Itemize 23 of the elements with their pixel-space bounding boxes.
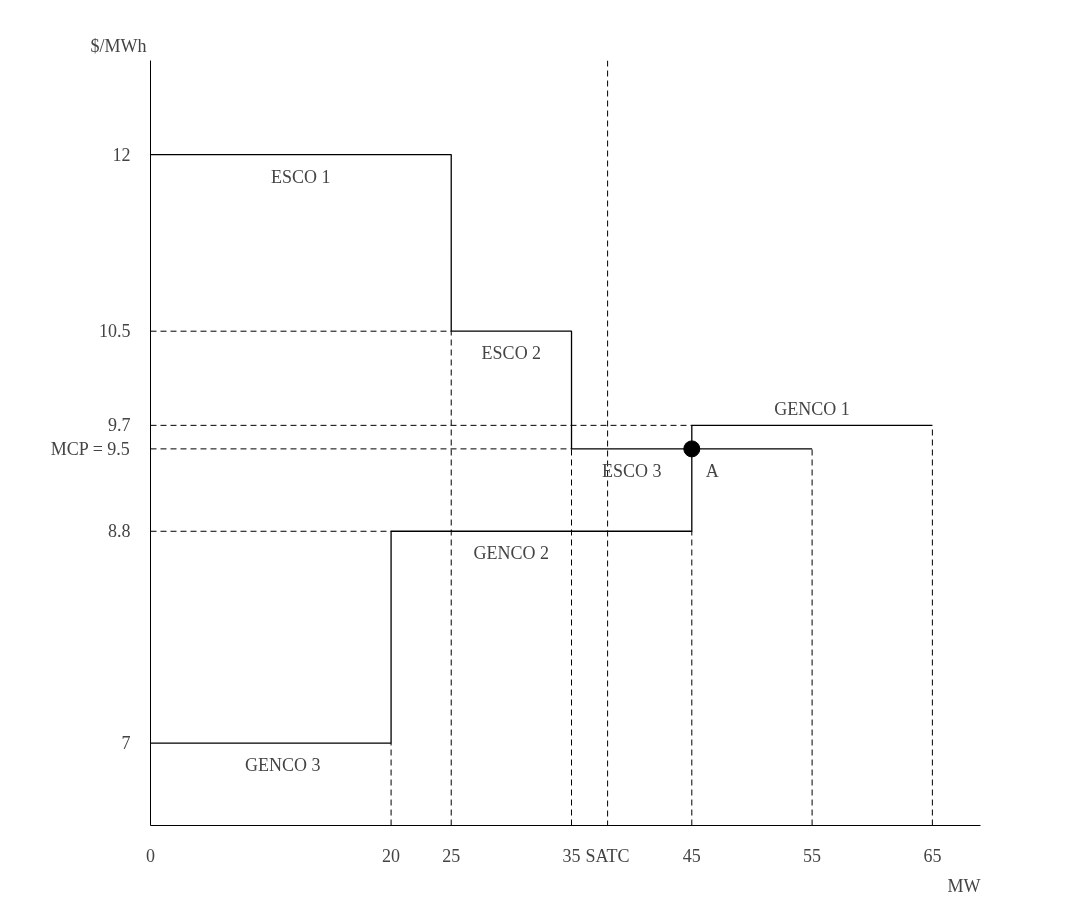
x-tick-label: 35 [562, 845, 581, 866]
annotation: GENCO 1 [774, 399, 850, 420]
x-tick-label: 65 [923, 845, 942, 866]
x-tick-label: 25 [442, 845, 461, 866]
y-axis-title: $/MWh [90, 35, 147, 56]
annotation: GENCO 3 [245, 755, 321, 776]
x-axis-title: MW [947, 875, 981, 896]
annotation: GENCO 2 [473, 543, 550, 564]
annotation: ESCO 3 [601, 460, 662, 481]
y-tick-label: 12 [112, 144, 131, 165]
y-tick-label: 9.7 [108, 415, 131, 436]
x-tick-label: 55 [803, 845, 822, 866]
y-tick-label: 7 [121, 733, 131, 754]
x-tick-label: 45 [682, 845, 701, 866]
y-tick-label: 10.5 [99, 321, 131, 342]
annotation: ESCO 1 [271, 166, 331, 187]
y-tick-label: 8.8 [108, 521, 131, 542]
y-tick-label: MCP = 9.5 [50, 438, 130, 459]
annotation: A [705, 460, 719, 481]
x-tick-label: SATC [585, 845, 630, 866]
annotation: ESCO 2 [481, 343, 542, 364]
x-tick-label: 0 [146, 845, 155, 866]
x-tick-label: 20 [382, 845, 401, 866]
